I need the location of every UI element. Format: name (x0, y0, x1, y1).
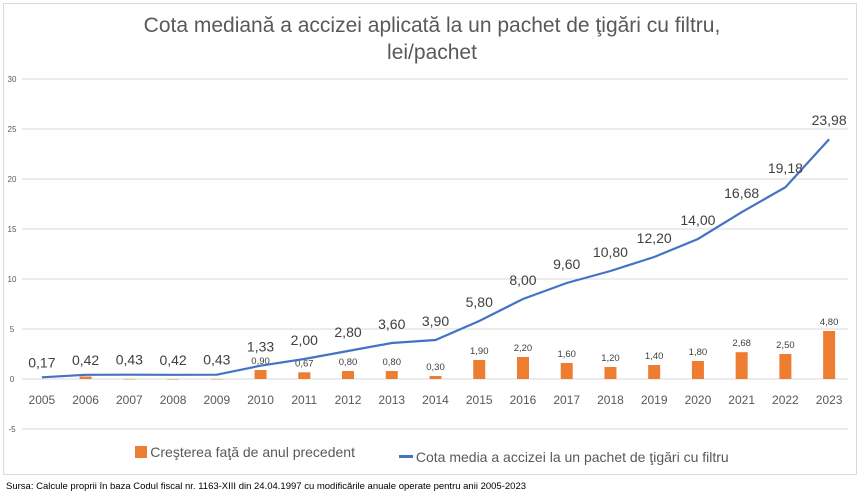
line-label: 14,00 (680, 212, 715, 228)
y-tick-label: 25 (8, 125, 17, 134)
bar (167, 379, 180, 380)
x-tick-label: 2009 (203, 393, 230, 407)
legend: Creşterea faţă de anul precedent Cota me… (0, 444, 864, 465)
bar (385, 371, 398, 379)
bar-label: 1,20 (601, 353, 620, 364)
bar (560, 363, 573, 379)
bar-label: 0,90 (251, 356, 270, 367)
bar-label: 4,80 (820, 317, 839, 328)
x-tick-label: 2012 (335, 393, 362, 407)
bar-label: 0,80 (383, 357, 402, 368)
bar (298, 372, 311, 379)
y-tick-label: 20 (8, 175, 17, 184)
bar (735, 352, 748, 379)
x-tick-label: 2014 (422, 393, 449, 407)
x-tick-label: 2007 (116, 393, 143, 407)
line-label: 0,42 (72, 352, 99, 368)
bar (429, 376, 442, 379)
bar (123, 378, 136, 380)
x-tick-label: 2018 (597, 393, 624, 407)
x-tick-label: 2017 (553, 393, 580, 407)
x-tick-label: 2005 (29, 393, 56, 407)
x-tick-label: 2023 (816, 393, 843, 407)
x-tick-label: 2011 (291, 393, 317, 407)
bar (473, 360, 486, 379)
bar-label: 2,20 (514, 343, 533, 354)
bar-label: 1,60 (557, 349, 576, 360)
line-label: 10,80 (593, 244, 628, 260)
bar (342, 371, 355, 379)
line-label: 16,68 (724, 185, 759, 201)
bar (254, 370, 267, 379)
bar-label: 0,30 (426, 362, 445, 373)
line-label: 12,20 (637, 230, 672, 246)
line-label: 3,90 (422, 313, 449, 329)
legend-line-label: Cota media a accizei la un pachet de ţig… (415, 448, 729, 465)
line-label: 1,33 (247, 339, 274, 355)
bar (210, 378, 223, 380)
line-label: 8,00 (509, 272, 536, 288)
line-label: 19,18 (768, 160, 803, 176)
y-tick-label: 15 (8, 225, 17, 234)
line-label: 0,17 (28, 354, 55, 370)
bar (516, 357, 529, 379)
y-tick-label: -5 (8, 425, 16, 434)
title-line-2: lei/pachet (387, 41, 477, 64)
legend-bar-swatch (135, 446, 148, 458)
y-tick-label: 5 (10, 325, 15, 334)
chart-plot: -5 0 5 10 15 20 25 30 2005 2006 2007 2008 2009 2010 20… (8, 75, 848, 434)
line-label: 0,43 (116, 352, 143, 368)
x-tick-label: 2019 (641, 393, 668, 407)
bar-label: 0,80 (339, 357, 358, 368)
bar (79, 376, 92, 379)
line-label: 0,42 (159, 352, 186, 368)
line-series (41, 138, 830, 379)
x-tick-label: 2006 (72, 393, 99, 407)
line-label: 9,60 (553, 256, 580, 272)
bar (823, 331, 836, 379)
legend-item-bar: Creşterea faţă de anul precedent (135, 444, 355, 460)
y-tick-label: 10 (8, 275, 17, 284)
bar-label: 2,50 (776, 340, 795, 351)
x-tick-label: 2015 (466, 393, 493, 407)
bar (691, 361, 704, 379)
bar-label: 1,80 (689, 347, 708, 358)
line-label: 2,00 (291, 332, 318, 348)
line-label: 5,80 (466, 294, 493, 310)
line-label: 3,60 (378, 316, 405, 332)
legend-bar-label: Creşterea faţă de anul precedent (150, 444, 355, 460)
legend-line-swatch (398, 455, 413, 458)
chart-frame (3, 3, 857, 475)
x-tick-label: 2021 (728, 393, 755, 407)
bar (648, 365, 661, 379)
y-tick-label: 30 (8, 75, 17, 84)
legend-item-line: Cota media a accizei la un pachet de ţig… (398, 448, 729, 465)
source-note: Sursa: Calcule proprii în baza Codul fis… (6, 481, 527, 492)
bar-label: 1,40 (645, 351, 664, 362)
x-tick-label: 2013 (378, 393, 405, 407)
bar (779, 354, 792, 379)
x-tick-label: 2008 (160, 393, 187, 407)
x-tick-label: 2010 (247, 393, 274, 407)
line-label: 0,43 (203, 352, 230, 368)
title-line-1: Cota mediană a accizei aplicată la un pa… (143, 14, 721, 37)
x-tick-label: 2020 (685, 393, 712, 407)
line-label: 2,80 (334, 324, 361, 340)
bar-label: 2,68 (732, 338, 751, 349)
x-tick-label: 2022 (772, 393, 799, 407)
bar-label: 1,90 (470, 346, 489, 357)
chart-title: Cota mediană a accizei aplicată la un pa… (0, 12, 864, 66)
line-label: 23,98 (812, 112, 847, 128)
bar (604, 367, 617, 379)
y-tick-label: 0 (10, 375, 15, 384)
bar-label: 0,67 (295, 358, 314, 369)
x-tick-label: 2016 (510, 393, 537, 407)
